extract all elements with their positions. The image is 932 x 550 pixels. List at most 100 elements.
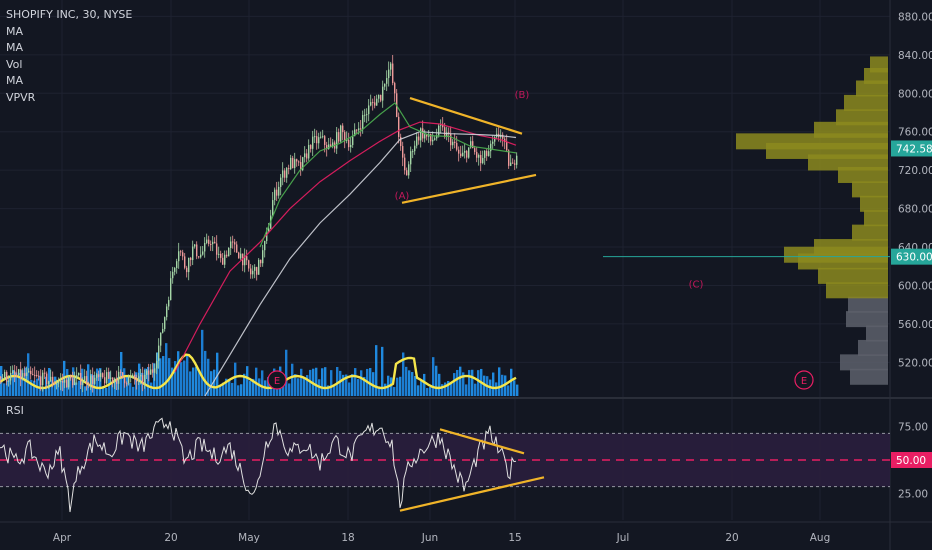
candle xyxy=(436,128,438,141)
volume-bar xyxy=(315,367,318,396)
candle xyxy=(238,251,240,259)
legend-indicator-ma-3[interactable]: MA xyxy=(6,74,24,87)
volume-bar xyxy=(234,362,237,396)
candle xyxy=(42,370,44,392)
volume-bar xyxy=(303,378,306,396)
time-tick-label: 20 xyxy=(164,532,177,544)
candle xyxy=(208,235,210,247)
candle xyxy=(262,244,264,267)
candle xyxy=(282,162,284,186)
candle xyxy=(366,108,368,123)
candle xyxy=(4,369,6,381)
volume-bar xyxy=(51,380,54,396)
candle xyxy=(354,123,356,137)
candle xyxy=(320,131,322,139)
candle xyxy=(212,235,214,252)
time-axis[interactable]: Apr 20 May 18 Jun 15 Jul 20 Aug xyxy=(53,532,830,544)
candle xyxy=(392,54,394,86)
volume-bar xyxy=(156,352,159,396)
rsi-panel-label[interactable]: RSI xyxy=(6,404,24,417)
rsi-triangle-lower-line[interactable] xyxy=(399,476,545,512)
earnings-marker[interactable]: E xyxy=(794,370,814,390)
volume-bar xyxy=(516,384,519,396)
candle xyxy=(236,241,238,253)
rsi-triangle-upper-line[interactable] xyxy=(439,428,525,455)
candle xyxy=(340,124,342,144)
wave-label[interactable]: (A) xyxy=(395,191,410,202)
legend-indicator-vpvr[interactable]: VPVR xyxy=(6,90,36,104)
price-tick-label: 600.00 xyxy=(898,280,932,292)
wave-label[interactable]: (B) xyxy=(515,90,530,101)
legend-indicator-ma-2[interactable]: MA xyxy=(6,41,24,54)
candle xyxy=(202,246,204,256)
candle xyxy=(406,167,408,176)
legend-indicator-ma-1[interactable]: MA xyxy=(6,24,24,38)
vprofile-bar xyxy=(838,166,888,183)
triangle-upper-line[interactable] xyxy=(409,97,523,135)
volume-bar xyxy=(60,380,63,396)
vprofile-bar xyxy=(826,282,888,299)
legend-indicator-vol[interactable]: Vol xyxy=(6,57,23,71)
candle xyxy=(206,233,208,245)
candle xyxy=(304,146,306,163)
candle xyxy=(414,140,416,155)
candle xyxy=(312,130,314,156)
candle xyxy=(108,367,110,379)
candle xyxy=(418,133,420,145)
price-axis[interactable]: 520.00560.00600.00640.00680.00720.00760.… xyxy=(891,11,932,500)
candle xyxy=(378,94,380,103)
moving-averages xyxy=(174,102,517,397)
volume-bars xyxy=(0,329,519,396)
time-tick-label: Jul xyxy=(616,532,630,544)
vprofile-bar xyxy=(870,56,888,73)
candle xyxy=(26,366,28,381)
volume-bar xyxy=(216,352,219,396)
candle xyxy=(92,367,94,393)
candle xyxy=(260,259,262,268)
volume-bar xyxy=(285,349,288,396)
candle xyxy=(360,120,362,137)
time-tick-label: Aug xyxy=(810,532,831,544)
candle xyxy=(48,380,50,389)
candle xyxy=(482,150,484,165)
volume-bar xyxy=(300,368,303,396)
candle xyxy=(292,155,294,169)
candle xyxy=(66,377,68,388)
candle xyxy=(34,366,36,383)
triangle-lower-line[interactable] xyxy=(401,173,537,204)
wave-label[interactable]: (C) xyxy=(689,279,704,290)
price-badge-0[interactable]: 742.58 xyxy=(891,140,932,157)
candle xyxy=(156,352,158,375)
time-tick-label: Apr xyxy=(53,532,72,544)
candle xyxy=(272,192,274,216)
rsi-badge[interactable]: 50.00 xyxy=(891,452,932,468)
volume-bar xyxy=(96,368,99,396)
volume-bar xyxy=(384,383,387,396)
chart-legend: SHOPIFY INC, 30, NYSE MA MA Vol MA VPVR xyxy=(6,7,132,106)
candle xyxy=(10,366,12,385)
volume-bar xyxy=(129,383,132,396)
legend-symbol[interactable]: SHOPIFY INC, 30, NYSE xyxy=(6,8,133,21)
volume-bar xyxy=(441,384,444,396)
volume-bar xyxy=(210,371,213,396)
volume-bar xyxy=(162,356,165,396)
price-badge-1[interactable]: 630.00 xyxy=(891,248,932,265)
volume-bar xyxy=(363,376,366,396)
vprofile-bar xyxy=(814,121,888,138)
volume-bar xyxy=(375,345,378,396)
vprofile-bar xyxy=(852,181,888,198)
volume-bar xyxy=(345,374,348,396)
candle xyxy=(400,133,402,151)
earnings-marker[interactable]: E xyxy=(267,370,287,390)
volume-bar xyxy=(495,382,498,396)
volume-bar xyxy=(30,379,33,396)
candle xyxy=(286,167,288,183)
volume-bar xyxy=(408,370,411,396)
trendline-drawings[interactable]: (A) (B) (C) E E xyxy=(267,90,890,390)
volume-bar xyxy=(321,368,324,396)
candle xyxy=(224,250,226,269)
volume-bar xyxy=(141,372,144,396)
candle xyxy=(412,149,414,159)
candle xyxy=(116,370,118,391)
